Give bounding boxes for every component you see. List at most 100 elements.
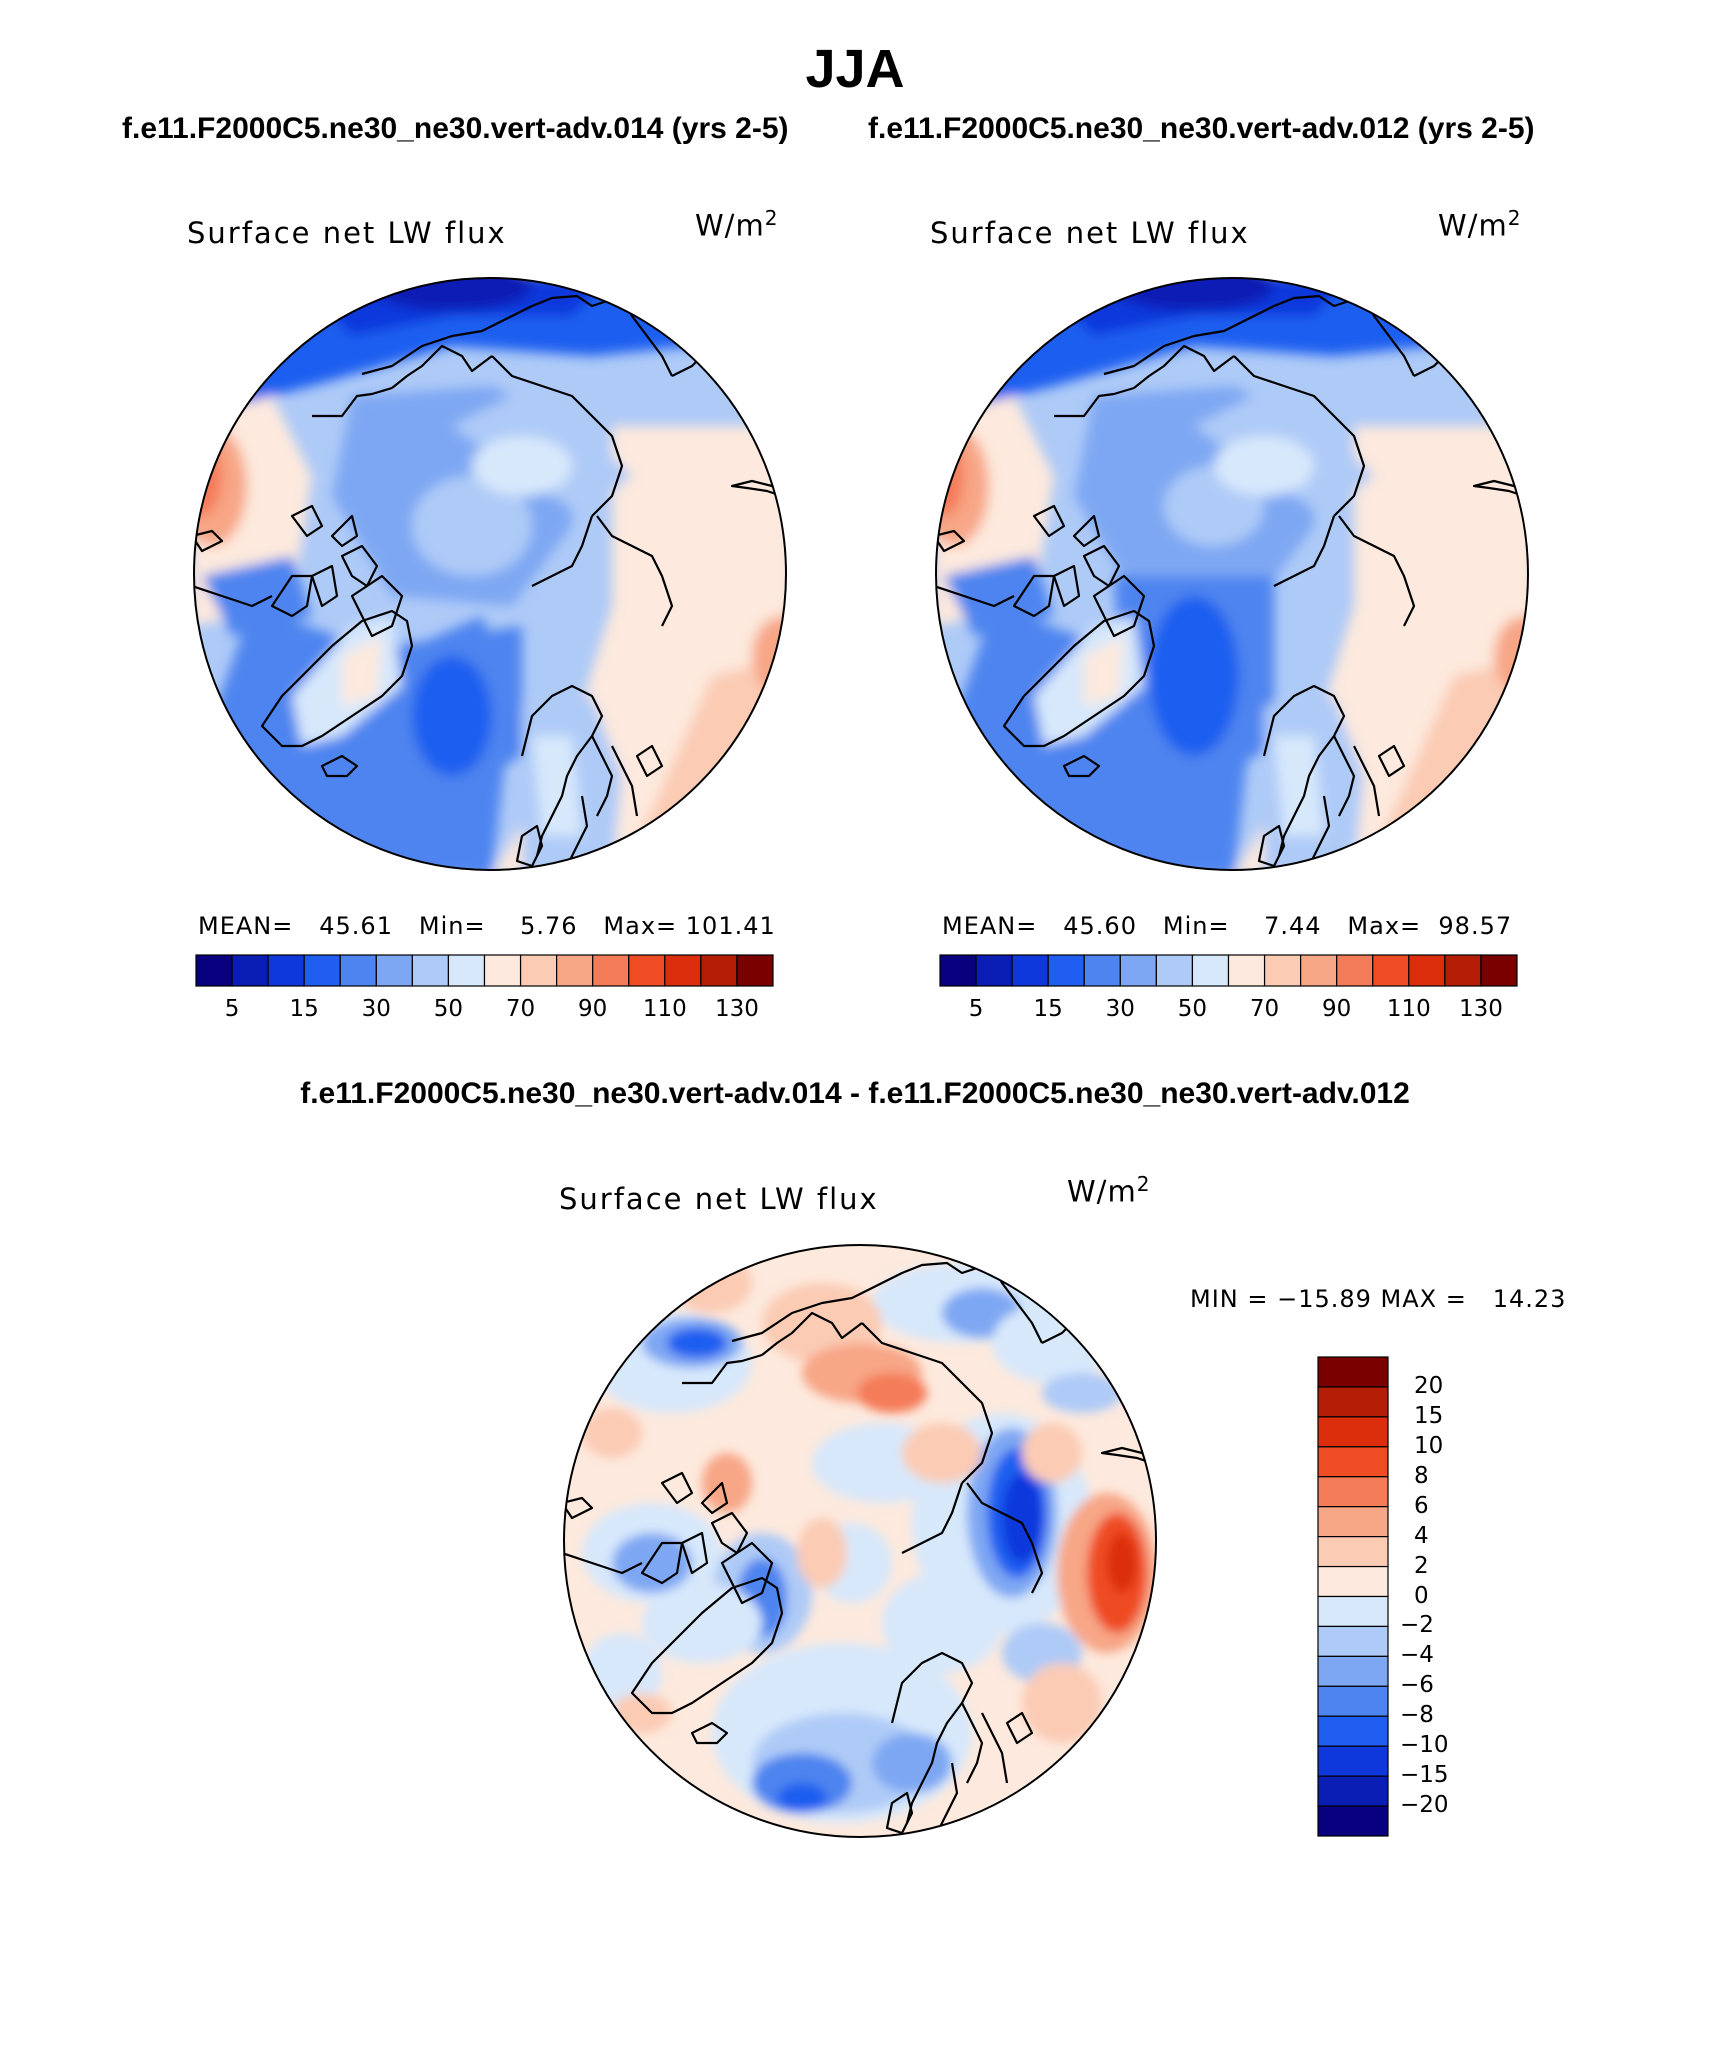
panel1-colorbar-swatch-4: [339, 954, 377, 987]
difference-polar-map: [563, 1244, 1157, 1838]
panel1-colorbar-swatch-5: [375, 954, 413, 987]
panel1-colorbar-label: 70: [505, 996, 536, 1022]
diff-colorbar-label: −8: [1400, 1702, 1434, 1729]
diff-colorbar-swatch-14: [1317, 1775, 1389, 1807]
panel2-colorbar-swatch-13: [1408, 954, 1446, 987]
panel2-colorbar-swatch-12: [1372, 954, 1410, 987]
diff-colorbar-label: 0: [1414, 1582, 1429, 1609]
panel2-colorbar-swatch-2: [1011, 954, 1049, 987]
panel2-colorbar-label: 130: [1458, 996, 1503, 1022]
diff-colorbar-label: −10: [1400, 1732, 1449, 1759]
panel2-colorbar-label: 5: [968, 996, 984, 1022]
panel2-stats: MEAN= 45.60 Min= 7.44 Max= 98.57: [942, 912, 1513, 940]
panel2-colorbar-swatch-15: [1480, 954, 1518, 987]
panel2-colorbar-swatch-14: [1444, 954, 1482, 987]
panel1-colorbar-swatch-3: [303, 954, 341, 987]
panel2-colorbar-swatch-8: [1227, 954, 1266, 987]
diff-colorbar-swatch-10: [1317, 1655, 1389, 1687]
panel1-colorbar-swatch-0: [195, 954, 233, 987]
diff-colorbar-labels: 20 15 10 8 6 4 2 0 −2 −4 −6 −8 −10 −15 −20: [1400, 1357, 1500, 1836]
diff-colorbar-label: 8: [1414, 1462, 1429, 1489]
diff-colorbar-swatch-11: [1317, 1685, 1389, 1717]
diff-colorbar: [1317, 1356, 1389, 1837]
panel1-colorbar-swatch-10: [556, 954, 594, 987]
diff-colorbar-swatch-9: [1317, 1625, 1389, 1657]
panel1-colorbar-swatch-14: [700, 954, 738, 987]
panel1-colorbar-label: 5: [224, 996, 240, 1022]
panel1-colorbar-swatch-8: [483, 954, 522, 987]
panel1-colorbar-label: 15: [289, 996, 319, 1022]
panel1-colorbar-swatch-11: [592, 954, 630, 987]
diff-colorbar-swatch-2: [1317, 1416, 1389, 1448]
panel1-colorbar-swatch-13: [664, 954, 702, 987]
diff-colorbar-swatch-6: [1317, 1536, 1389, 1568]
panel1-colorbar-label: 110: [642, 996, 687, 1022]
panel2-colorbar-label: 110: [1386, 996, 1431, 1022]
panel1-colorbar-swatch-1: [231, 954, 269, 987]
panel2-colorbar-swatch-10: [1300, 954, 1338, 987]
panel1-colorbar-labels: 5 15 30 50 70 90 110 130: [196, 996, 773, 1026]
panel2-colorbar-label: 30: [1105, 996, 1135, 1022]
panel2-colorbar-labels: 5 15 30 50 70 90 110 130: [940, 996, 1517, 1026]
panel1-stats: MEAN= 45.61 Min= 5.76 Max= 101.41: [198, 912, 776, 940]
diff-colorbar-swatch-1: [1317, 1386, 1389, 1418]
panel2-variable-title: Surface net LW flux: [930, 216, 1250, 250]
panel2-colorbar-swatch-11: [1336, 954, 1374, 987]
panel1-colorbar-label: 130: [714, 996, 759, 1022]
diff-colorbar-label: −15: [1400, 1762, 1449, 1789]
diff-colorbar-swatch-3: [1317, 1446, 1389, 1478]
panel1-colorbar-label: 50: [433, 996, 464, 1022]
panel1-units: W/m2: [695, 206, 779, 243]
diff-colorbar-label: 2: [1414, 1552, 1429, 1579]
diff-colorbar-label: 10: [1414, 1432, 1444, 1459]
panel2-units: W/m2: [1438, 206, 1522, 243]
panel2-polar-map: [935, 277, 1529, 871]
diff-colorbar-swatches: [1317, 1356, 1389, 1837]
diff-colorbar-swatch-5: [1317, 1506, 1389, 1538]
panel2-colorbar-label: 50: [1177, 996, 1208, 1022]
diff-colorbar-label: 20: [1414, 1372, 1444, 1399]
diff-min-max: MIN = −15.89 MAX = 14.23: [1190, 1285, 1567, 1313]
panel2-colorbar-label: 15: [1033, 996, 1063, 1022]
panel1-colorbar-swatch-2: [267, 954, 305, 987]
diff-colorbar-label: −6: [1400, 1672, 1434, 1699]
difference-title: f.e11.F2000C5.ne30_ne30.vert-adv.014 - f…: [300, 1077, 1410, 1110]
panel2-colorbar-swatch-7: [1191, 954, 1230, 987]
panel2-colorbar-swatch-3: [1047, 954, 1085, 987]
panel1-colorbar-label: 90: [578, 996, 608, 1022]
panel2-colorbar: [939, 954, 1518, 987]
panel2-colorbar-swatch-5: [1119, 954, 1157, 987]
diff-colorbar-label: −4: [1400, 1642, 1434, 1669]
panel2-colorbar-label: 70: [1249, 996, 1280, 1022]
panel1-colorbar: [195, 954, 774, 987]
diff-colorbar-swatch-0: [1317, 1356, 1389, 1388]
left-run-subtitle: f.e11.F2000C5.ne30_ne30.vert-adv.014 (yr…: [122, 112, 789, 145]
panel2-colorbar-label: 90: [1322, 996, 1352, 1022]
diff-colorbar-swatch-7: [1317, 1565, 1389, 1598]
diff-colorbar-swatch-8: [1317, 1595, 1389, 1628]
panel1-colorbar-swatches: [195, 954, 774, 987]
panel1-variable-title: Surface net LW flux: [187, 216, 507, 250]
diff-colorbar-label: 4: [1414, 1522, 1429, 1549]
diff-variable-title: Surface net LW flux: [559, 1182, 879, 1216]
diff-units: W/m2: [1067, 1172, 1151, 1209]
panel1-colorbar-swatch-12: [628, 954, 666, 987]
panel2-colorbar-swatch-4: [1083, 954, 1121, 987]
diff-colorbar-label: 15: [1414, 1402, 1444, 1429]
panel2-colorbar-swatch-6: [1155, 954, 1194, 987]
panel1-colorbar-swatch-7: [447, 954, 486, 987]
panel2-colorbar-swatches: [939, 954, 1518, 987]
panel2-colorbar-swatch-0: [939, 954, 977, 987]
right-run-subtitle: f.e11.F2000C5.ne30_ne30.vert-adv.012 (yr…: [868, 112, 1535, 145]
panel1-colorbar-swatch-9: [519, 954, 558, 987]
panel2-colorbar-swatch-9: [1263, 954, 1302, 987]
diff-colorbar-swatch-15: [1317, 1805, 1389, 1837]
diff-colorbar-label: 6: [1414, 1492, 1429, 1519]
panel1-colorbar-swatch-6: [411, 954, 450, 987]
season-title: JJA: [805, 39, 905, 99]
diff-colorbar-swatch-12: [1317, 1715, 1389, 1747]
panel1-polar-map: [193, 277, 787, 871]
diff-colorbar-label: −20: [1400, 1792, 1449, 1819]
diff-colorbar-swatch-13: [1317, 1745, 1389, 1777]
panel1-colorbar-label: 30: [361, 996, 391, 1022]
